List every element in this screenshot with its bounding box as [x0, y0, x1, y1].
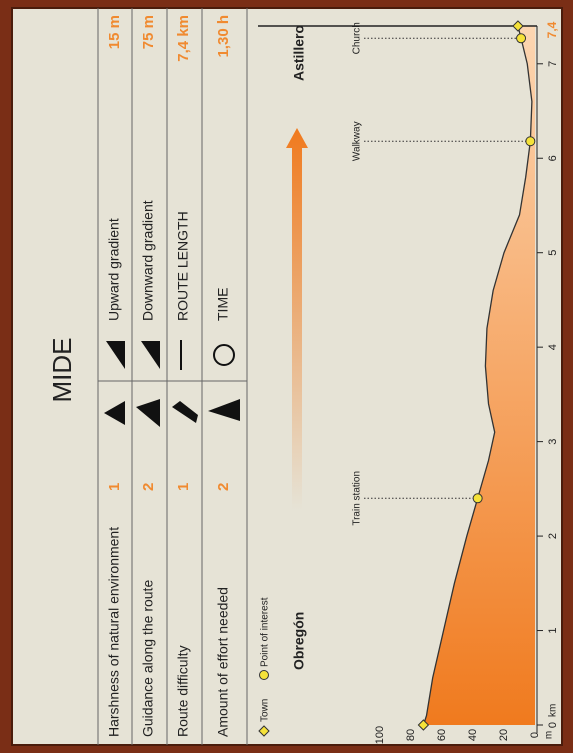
row-label: Route difficulty: [175, 645, 191, 737]
legend-poi: Point of interest: [260, 597, 271, 667]
row-label: ROUTE LENGTH: [175, 211, 191, 321]
y-tick-label: 80: [405, 729, 417, 741]
row-value: 15 m: [106, 15, 123, 49]
row-value: 1: [106, 483, 123, 491]
x-tick-label: 0: [547, 722, 559, 728]
y-tick-label: 100: [374, 726, 386, 744]
poi-marker: [525, 136, 536, 147]
y-unit: m: [544, 731, 555, 739]
direction-arrow: [286, 128, 308, 510]
poi-label: Church: [352, 22, 363, 54]
x-unit: km: [548, 704, 559, 717]
y-tick-label: 60: [436, 729, 448, 741]
title: MIDE: [47, 338, 77, 403]
end-tick-label: 7,4: [545, 21, 559, 38]
y-tick-label: 20: [498, 729, 510, 741]
row-value: 7,4 km: [175, 15, 192, 62]
table-lines: [97, 8, 248, 745]
x-tick-label: 1: [547, 627, 559, 633]
x-tick-label: 7: [547, 61, 559, 67]
poi-marker: [516, 33, 527, 44]
icons: [104, 340, 240, 427]
poi-label: Walkway: [352, 121, 363, 161]
y-tick-label: 40: [467, 729, 479, 741]
row-label: Harshness of natural environment: [106, 527, 122, 737]
row-label: TIME: [215, 288, 231, 321]
poi-marker: [472, 493, 483, 504]
profile-area: [423, 26, 535, 725]
town-label: Astillero: [291, 25, 307, 81]
x-tick-label: 3: [547, 439, 559, 445]
x-tick-label: 4: [547, 344, 559, 350]
row-label: Amount of effort needed: [215, 587, 231, 737]
row-label: Upward gradient: [106, 218, 122, 321]
town-marker: [417, 719, 430, 731]
row-value: 1,30 h: [215, 15, 232, 58]
legend-town: Town: [260, 699, 271, 722]
panel: [11, 7, 563, 746]
town-label: Obregón: [291, 612, 307, 670]
row-value: 1: [175, 483, 192, 491]
row-label: Downward gradient: [140, 200, 156, 321]
x-tick-label: 6: [547, 155, 559, 161]
x-tick-label: 5: [547, 250, 559, 256]
row-value: 75 m: [140, 15, 157, 49]
row-value: 2: [140, 483, 157, 491]
town-marker: [512, 20, 524, 32]
profile-line: [422, 25, 533, 726]
row-label: Guidance along the route: [140, 580, 156, 737]
poi-label: Train station: [352, 471, 363, 526]
row-value: 2: [215, 483, 232, 491]
legend-poi-marker: [259, 670, 269, 680]
y-tick-label: 0: [529, 732, 541, 738]
legend-town-marker: [258, 725, 270, 737]
x-tick-label: 2: [547, 533, 559, 539]
